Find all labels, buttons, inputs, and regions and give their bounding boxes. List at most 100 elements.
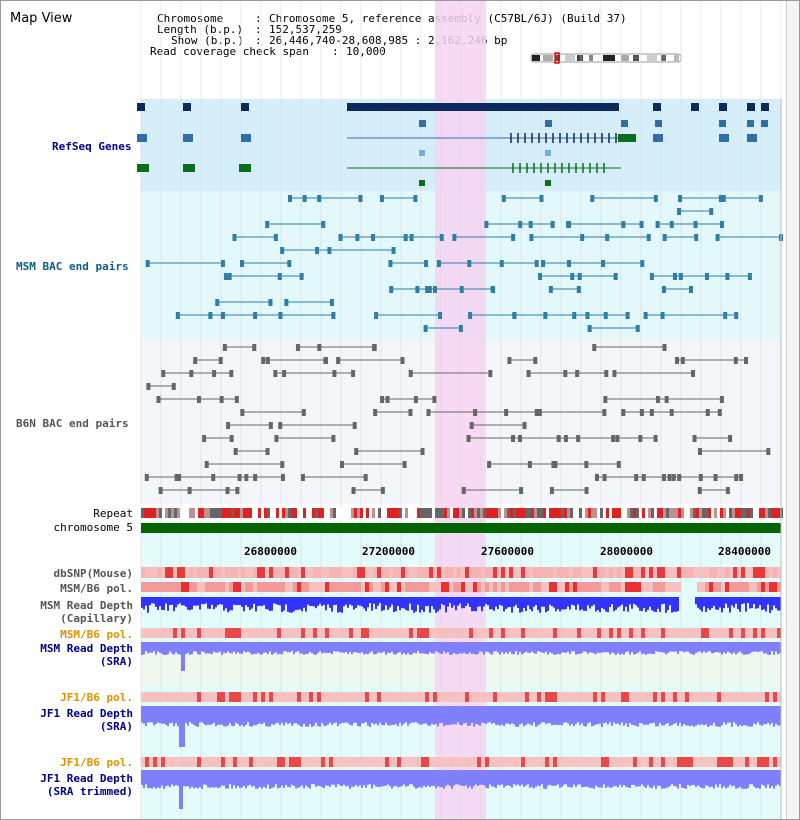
msm-cap-depth-bar: [463, 597, 465, 609]
jf1-trim-depth-bar: [645, 770, 647, 788]
jf1-sra-depth-bar: [291, 706, 293, 726]
msm-b6-pol2-cell: [341, 628, 345, 638]
repeat-block: [168, 508, 171, 518]
msm-b6-pol-cell: [205, 582, 209, 592]
msm-cap-depth-bar: [387, 597, 389, 610]
jf1-sra-depth-bar: [661, 706, 663, 726]
b6n-bac-pair-end: [466, 435, 471, 442]
jf1-sra-depth-bar: [589, 706, 591, 723]
msm-cap-depth-bar: [571, 597, 573, 605]
msm-b6-pol2-cell: [641, 628, 645, 638]
jf1-b6-pol-cell: [261, 692, 265, 702]
msm-cap-depth-bar: [697, 597, 699, 608]
track-label-msm-b6-pol-2[interactable]: MSM/B6 pol.: [60, 628, 133, 641]
jf1-sra-depth-bar: [515, 706, 517, 727]
track-label-msm-bac[interactable]: MSM BAC end pairs: [16, 260, 129, 273]
jf1-trim-depth-bar: [427, 770, 429, 786]
track-label-b6n-bac[interactable]: B6N BAC end pairs: [16, 417, 129, 430]
jf1-trim-depth-bar: [501, 770, 503, 785]
msm-bac-pair-end: [734, 312, 739, 319]
jf1-trim-depth-bar: [495, 770, 497, 789]
jf1-b6-pol-cell: [693, 692, 697, 702]
dbsnp-cell: [305, 567, 309, 578]
jf1-trim-depth-bar: [643, 770, 645, 787]
msm-cap-depth-bar: [661, 597, 663, 605]
msm-cap-depth-bar: [189, 597, 191, 611]
jf1-trim-depth-bar: [209, 770, 211, 788]
b6n-bac-pair-end: [669, 409, 674, 416]
track-label-msm-depth-sra[interactable]: MSM Read Depth: [40, 642, 133, 655]
track-label-jf1-depth-trim[interactable]: JF1 Read Depth: [40, 772, 133, 785]
jf1-trim-depth-bar: [753, 770, 755, 787]
msm-b6-pol-cell: [389, 582, 393, 592]
msm-cap-depth-bar: [173, 597, 175, 612]
msm-sra-depth-bar: [285, 642, 287, 652]
track-label-jf1-b6-pol-2[interactable]: JF1/B6 pol.: [60, 756, 133, 769]
jf1-b6-pol-cell: [649, 692, 653, 702]
jf1-sra-depth-bar: [703, 706, 705, 726]
msm-cap-depth-bar: [191, 597, 193, 610]
msm-cap-depth-bar: [677, 597, 679, 612]
msm-bac-pair-end: [284, 299, 289, 306]
msm-cap-depth-bar: [335, 597, 337, 605]
jf1-b6-pol-cell: [477, 692, 481, 702]
b6n-bac-pair-end: [603, 396, 608, 403]
msm-sra-depth-bar: [271, 642, 273, 655]
jf1-trim-depth-bar: [263, 770, 265, 787]
jf1-trim-depth-bar: [623, 770, 625, 786]
b6n-bac-pair-end: [698, 474, 703, 481]
msm-sra-depth-bar: [299, 642, 301, 654]
msm-sra-depth-bar: [281, 642, 283, 655]
b6n-bac-pair-end: [507, 357, 512, 364]
msm-cap-depth-bar: [495, 597, 497, 607]
jf1-trim-depth-bar: [201, 770, 203, 789]
msm-cap-depth-bar: [273, 597, 275, 604]
b6n-bac-pair-end: [664, 396, 669, 403]
track-label-repeat[interactable]: Repeat: [93, 507, 133, 520]
msm-sra-depth-bar: [269, 642, 271, 652]
track-label-chromosome[interactable]: chromosome 5: [53, 521, 133, 534]
msm-cap-depth-bar: [619, 597, 621, 607]
msm-sra-depth-bar: [381, 642, 383, 653]
track-label-refseq[interactable]: RefSeq Genes: [52, 140, 132, 153]
jf1-b6-pol-cell: [181, 692, 185, 702]
track-label-msm-b6-pol-1[interactable]: MSM/B6 pol.: [60, 582, 133, 595]
dbsnp-cell: [461, 567, 465, 578]
track-label-jf1-depth-trim-sub: (SRA trimmed): [46, 785, 133, 798]
jf1-trim-depth-bar: [371, 770, 373, 789]
msm-cap-depth-bar: [777, 597, 779, 611]
track-label-msm-depth-cap[interactable]: MSM Read Depth: [40, 599, 133, 612]
jf1-b6-pol2-cell: [761, 757, 765, 767]
gene-box: [239, 164, 251, 172]
msm-b6-pol2-cell: [373, 628, 377, 638]
jf1-sra-depth-bar: [289, 706, 291, 724]
jf1-b6-pol2-cell: [277, 757, 281, 767]
repeat-block: [777, 508, 780, 518]
msm-b6-pol2-cell: [753, 628, 757, 638]
repeat-block: [246, 508, 249, 518]
jf1-trim-depth-bar: [293, 770, 295, 786]
msm-b6-pol2-cell: [717, 628, 721, 638]
msm-sra-depth-bar: [623, 642, 625, 655]
jf1-sra-depth-bar: [227, 706, 229, 726]
msm-b6-pol2-cell: [713, 628, 717, 638]
vertical-scrollbar[interactable]: [786, 1, 799, 819]
jf1-sra-depth-bar: [285, 706, 287, 723]
msm-sra-depth-bar: [473, 642, 475, 654]
msm-b6-pol-cell: [569, 582, 573, 592]
dbsnp-cell: [149, 567, 153, 578]
msm-cap-depth-bar: [169, 597, 171, 605]
track-label-jf1-b6-pol-1[interactable]: JF1/B6 pol.: [60, 691, 133, 704]
msm-b6-pol-cell: [361, 582, 365, 592]
track-label-jf1-depth-sra[interactable]: JF1 Read Depth: [40, 707, 133, 720]
track-label-dbsnp[interactable]: dbSNP(Mouse): [53, 567, 133, 580]
msm-sra-depth-bar: [163, 642, 165, 655]
jf1-trim-depth-bar: [601, 770, 603, 788]
gene-box: [719, 120, 726, 127]
repeat-block: [657, 508, 660, 518]
jf1-sra-depth-bar: [169, 706, 171, 724]
msm-cap-depth-bar: [185, 597, 187, 607]
jf1-sra-depth-bar: [491, 706, 493, 724]
